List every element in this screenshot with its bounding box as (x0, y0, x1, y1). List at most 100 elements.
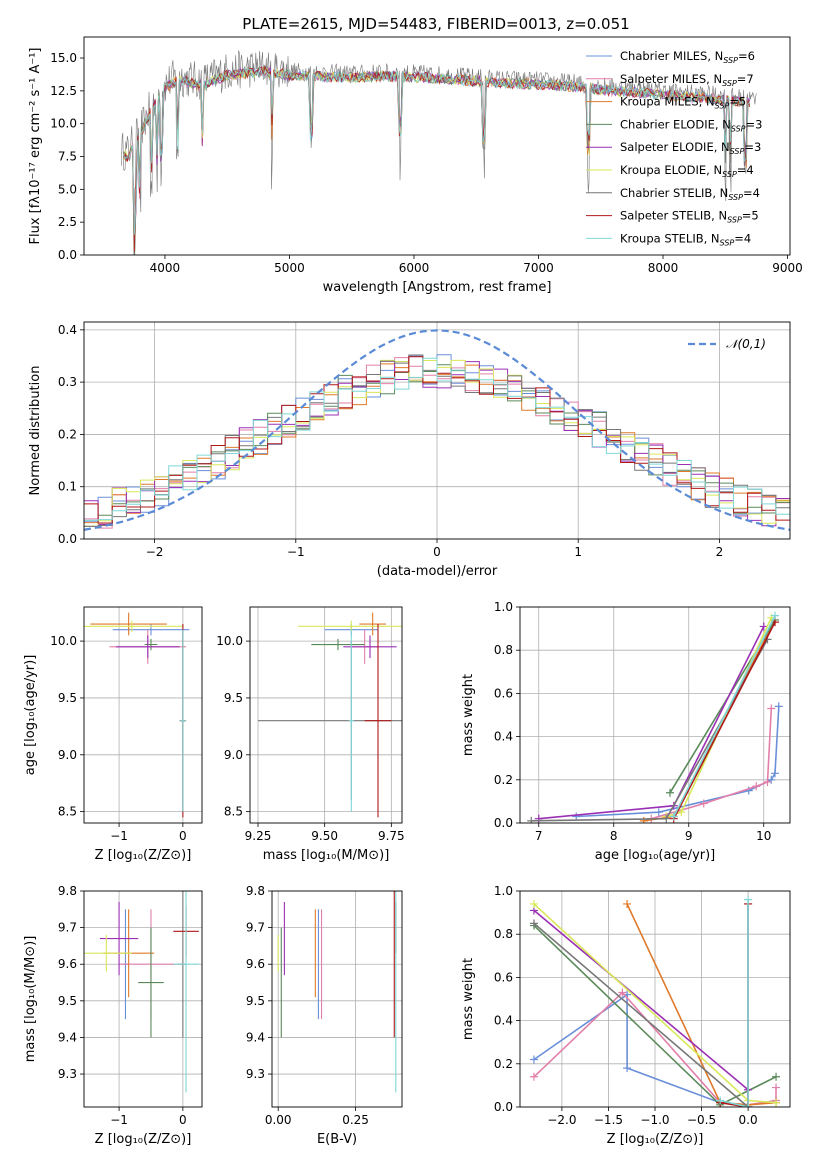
ticks: −2.0 −1.5 −1.0 −0.5 0.0 0.0 0.2 0.4 0.6 0.8 1.0 (494, 884, 758, 1127)
normal-curve (84, 329, 790, 531)
y-tick-label: 1.0 (494, 600, 513, 614)
axes-frame (83, 321, 791, 540)
y-tick-label: 0.3 (58, 375, 77, 389)
error-point (144, 638, 158, 651)
y-tick-label: 0.2 (494, 1057, 513, 1071)
y-tick-label: 9.4 (58, 1030, 77, 1044)
series-marker (767, 704, 776, 713)
x-tick-label: 4000 (150, 261, 181, 275)
figure-title: PLATE=2615, MJD=54483, FIBERID=0013, z=0… (242, 15, 629, 33)
x-tick-label: 8000 (648, 261, 679, 275)
error-point (138, 927, 164, 1038)
error-point (364, 624, 392, 818)
series-marker (772, 1083, 781, 1092)
y-tick-label: 10.0 (50, 634, 77, 648)
series-marker (771, 769, 779, 778)
weight-series (534, 622, 768, 823)
error-point (112, 624, 190, 636)
error-point (359, 612, 386, 636)
series-marker (716, 1096, 725, 1105)
y-tick-label: 1.0 (494, 884, 513, 898)
plot-area (121, 50, 757, 255)
y-tick-label: 0.0 (494, 816, 513, 830)
x-tick-label: 9000 (772, 261, 803, 275)
x-tick-label: 0.25 (342, 1113, 369, 1127)
y-tick-label: 15.0 (50, 51, 77, 65)
y-tick-label: 9.8 (246, 884, 265, 898)
y-axis-label: mass weight (461, 674, 476, 756)
x-tick-label: 7000 (523, 261, 554, 275)
y-axis-label: mass [log₁₀(M/M⊙)] (23, 936, 38, 1063)
plot-area (84, 891, 202, 1107)
legend-label: Chabrier STELIB, NSSP=4 (620, 186, 760, 202)
x-axis-label: mass [log₁₀(M/M⊙)] (263, 848, 390, 863)
series-line (533, 909, 749, 1107)
y-tick-label: 9.0 (58, 748, 77, 762)
y-tick-label: 9.5 (58, 994, 77, 1008)
weight-series (529, 919, 753, 1107)
series-marker (772, 1072, 781, 1081)
y-tick-label: 0.2 (494, 773, 513, 787)
y-tick-label: 2.5 (58, 215, 77, 229)
spectrum-legend: Chabrier MILES, NSSP=6 Salpeter MILES, NS… (586, 49, 762, 247)
y-tick-label: 0.6 (494, 686, 513, 700)
axes-frame (83, 36, 791, 256)
axes-frame (519, 606, 791, 824)
x-axis-label: age [log₁₀(age/yr)] (595, 848, 716, 863)
error-point (173, 891, 199, 1093)
error-point (115, 635, 180, 659)
series-marker (774, 702, 783, 711)
y-tick-label: 0.1 (58, 480, 77, 494)
series-marker (618, 988, 627, 997)
plot-area (84, 607, 202, 823)
x-axis-label: Z [log₁₀(Z/Z⊙)] (607, 1132, 704, 1147)
y-tick-label: 0.0 (494, 1100, 513, 1114)
y-tick-label: 9.7 (246, 921, 265, 935)
axes-frame (249, 606, 403, 824)
plot-area (272, 891, 402, 1107)
x-tick-label: −2 (146, 545, 164, 559)
y-tick-label: 9.5 (246, 994, 265, 1008)
x-tick-label: 1 (574, 545, 582, 559)
residual-histogram-chart: −2 −1 0 1 2 0.0 0.1 0.2 0.3 0.4 (data-model)/error… (28, 321, 791, 579)
x-tick-label: 9.75 (378, 829, 405, 843)
y-tick-label: 9.3 (246, 1067, 265, 1081)
y-tick-label: 7.5 (58, 150, 77, 164)
model-spectrum (123, 67, 751, 255)
y-tick-label: 0.6 (494, 970, 513, 984)
error-point (343, 635, 397, 659)
error-point (179, 629, 187, 812)
weight-series (669, 611, 779, 821)
legend-label: Kroupa STELIB, NSSP=4 (620, 231, 751, 247)
legend-label: 𝒩(0,1) (726, 337, 766, 351)
x-tick-label: 2 (716, 545, 724, 559)
series-marker (639, 816, 648, 823)
x-tick-label: 0.00 (265, 1113, 292, 1127)
series-marker (759, 622, 768, 631)
y-tick-label: 0.0 (58, 248, 77, 262)
y-tick-label: 9.6 (246, 957, 265, 971)
histogram-legend: 𝒩(0,1) (688, 337, 766, 351)
y-tick-label: 0.0 (58, 532, 77, 546)
legend-label: Kroupa ELODIE, NSSP=4 (620, 163, 754, 179)
x-tick-label: 0 (179, 1113, 187, 1127)
histogram-series (84, 360, 790, 527)
x-tick-label: 5000 (274, 261, 305, 275)
mass-vs-ebv-chart: 0.00 0.25 9.3 9.4 9.5 9.6 9.7 9.8 E(B-V) (246, 884, 403, 1147)
series-marker (529, 1072, 538, 1081)
grid (84, 607, 202, 823)
ticks: −2 −1 0 1 2 0.0 0.1 0.2 0.3 0.4 (58, 323, 723, 559)
axes-frame (83, 890, 203, 1108)
error-point (90, 612, 167, 636)
age-vs-z-chart: −1 0 8.5 9.0 9.5 10.0 Z [log₁₀(Z/Z⊙)] age [log₁… (23, 606, 203, 863)
series-marker (662, 814, 671, 823)
x-axis-label: Z [log₁₀(Z/Z⊙)] (95, 1132, 192, 1147)
x-axis-label: Z [log₁₀(Z/Z⊙)] (95, 848, 192, 863)
legend-label: Chabrier ELODIE, NSSP=3 (620, 117, 762, 133)
x-tick-label: 7 (535, 829, 543, 843)
x-axis-label: E(B-V) (317, 1132, 357, 1147)
x-tick-label: 9.25 (245, 829, 272, 843)
grid (250, 607, 402, 823)
weight-series (572, 702, 783, 821)
y-tick-label: 8.5 (224, 805, 243, 819)
